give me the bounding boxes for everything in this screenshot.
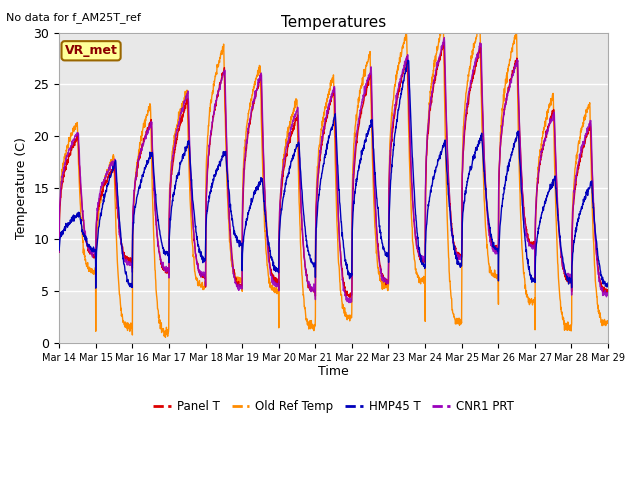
- Text: No data for f_AM25T_ref: No data for f_AM25T_ref: [6, 12, 141, 23]
- Y-axis label: Temperature (C): Temperature (C): [15, 137, 28, 239]
- X-axis label: Time: Time: [318, 365, 349, 378]
- Legend: Panel T, Old Ref Temp, HMP45 T, CNR1 PRT: Panel T, Old Ref Temp, HMP45 T, CNR1 PRT: [148, 395, 518, 418]
- Title: Temperatures: Temperatures: [281, 15, 386, 30]
- Text: VR_met: VR_met: [65, 44, 118, 57]
